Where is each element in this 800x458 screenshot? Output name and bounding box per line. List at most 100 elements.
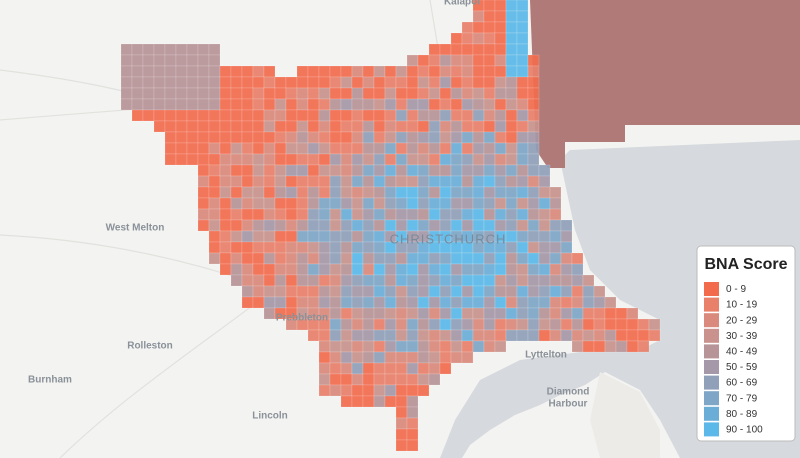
legend-label: 90 - 100 bbox=[726, 425, 763, 436]
place-label: Rolleston bbox=[127, 341, 173, 352]
grid-cell bbox=[373, 153, 386, 166]
legend-title: BNA Score bbox=[705, 256, 788, 273]
grid-cell bbox=[252, 98, 265, 111]
grid-cell bbox=[439, 351, 452, 364]
grid-cell bbox=[494, 340, 507, 353]
grid-cell bbox=[285, 87, 298, 100]
grid-cell bbox=[329, 384, 342, 397]
grid-cell bbox=[307, 208, 320, 221]
grid-cell bbox=[461, 131, 474, 144]
grid-cell bbox=[263, 109, 276, 122]
grid-cell bbox=[318, 76, 331, 89]
grid-cell bbox=[329, 208, 342, 221]
grid-cell bbox=[395, 340, 408, 353]
grid-cell bbox=[494, 285, 507, 298]
grid-cell bbox=[373, 131, 386, 144]
grid-cell bbox=[307, 296, 320, 309]
grid-cell bbox=[417, 131, 430, 144]
grid-cell bbox=[527, 153, 540, 166]
legend-swatch bbox=[704, 297, 719, 312]
grid-cell bbox=[208, 76, 221, 89]
grid-cell bbox=[549, 186, 562, 199]
grid-cell bbox=[296, 208, 309, 221]
grid-cell bbox=[197, 65, 210, 78]
grid-cell bbox=[483, 0, 496, 12]
grid-cell bbox=[472, 285, 485, 298]
grid-cell bbox=[494, 87, 507, 100]
grid-cell bbox=[263, 263, 276, 276]
grid-cell bbox=[263, 98, 276, 111]
grid-cell bbox=[351, 351, 364, 364]
grid-cell bbox=[340, 318, 353, 331]
grid-cell bbox=[505, 164, 518, 177]
grid-cell bbox=[516, 109, 529, 122]
grid-cell bbox=[395, 175, 408, 188]
grid-cell bbox=[351, 285, 364, 298]
grid-cell bbox=[472, 43, 485, 56]
grid-cell bbox=[208, 252, 221, 265]
grid-cell bbox=[296, 186, 309, 199]
grid-cell bbox=[428, 329, 441, 342]
grid-cell bbox=[263, 175, 276, 188]
grid-cell bbox=[450, 32, 463, 45]
grid-cell bbox=[164, 153, 177, 166]
grid-cell bbox=[351, 263, 364, 276]
grid-cell bbox=[395, 439, 408, 452]
grid-cell bbox=[527, 296, 540, 309]
grid-cell bbox=[285, 252, 298, 265]
grid-cell bbox=[340, 285, 353, 298]
grid-cell bbox=[505, 241, 518, 254]
grid-cell bbox=[450, 186, 463, 199]
place-label: Kaiapoi bbox=[444, 0, 480, 8]
grid-cell bbox=[175, 109, 188, 122]
grid-cell bbox=[219, 109, 232, 122]
grid-cell bbox=[516, 21, 529, 34]
grid-cell bbox=[373, 76, 386, 89]
legend-swatch bbox=[704, 375, 719, 390]
grid-cell bbox=[241, 285, 254, 298]
grid-cell bbox=[494, 252, 507, 265]
grid-cell bbox=[351, 373, 364, 386]
grid-cell bbox=[538, 219, 551, 232]
grid-cell bbox=[461, 175, 474, 188]
place-label: Harbour bbox=[549, 399, 588, 410]
grid-cell bbox=[307, 252, 320, 265]
grid-cell bbox=[362, 76, 375, 89]
grid-cell bbox=[373, 241, 386, 254]
grid-cell bbox=[285, 120, 298, 133]
grid-cell bbox=[219, 208, 232, 221]
grid-cell bbox=[494, 208, 507, 221]
grid-cell bbox=[582, 274, 595, 287]
grid-cell bbox=[483, 32, 496, 45]
grid-cell bbox=[384, 373, 397, 386]
grid-cell bbox=[329, 164, 342, 177]
grid-cell bbox=[307, 197, 320, 210]
grid-cell bbox=[472, 263, 485, 276]
grid-cell bbox=[384, 186, 397, 199]
grid-cell bbox=[318, 98, 331, 111]
grid-cell bbox=[241, 142, 254, 155]
grid-cell bbox=[318, 340, 331, 353]
grid-cell bbox=[384, 98, 397, 111]
grid-cell bbox=[527, 285, 540, 298]
grid-cell bbox=[406, 153, 419, 166]
grid-cell bbox=[307, 219, 320, 232]
grid-cell bbox=[384, 120, 397, 133]
grid-cell bbox=[208, 208, 221, 221]
grid-cell bbox=[219, 76, 232, 89]
grid-cell bbox=[549, 197, 562, 210]
grid-cell bbox=[241, 263, 254, 276]
grid-cell bbox=[318, 373, 331, 386]
grid-cell bbox=[219, 241, 232, 254]
grid-cell bbox=[296, 120, 309, 133]
grid-cell bbox=[648, 318, 661, 331]
grid-cell bbox=[648, 329, 661, 342]
grid-cell bbox=[516, 263, 529, 276]
grid-cell bbox=[285, 98, 298, 111]
grid-cell bbox=[560, 263, 573, 276]
grid-cell bbox=[362, 98, 375, 111]
grid-cell bbox=[494, 109, 507, 122]
grid-cell bbox=[153, 54, 166, 67]
grid-cell bbox=[263, 120, 276, 133]
grid-cell bbox=[384, 197, 397, 210]
